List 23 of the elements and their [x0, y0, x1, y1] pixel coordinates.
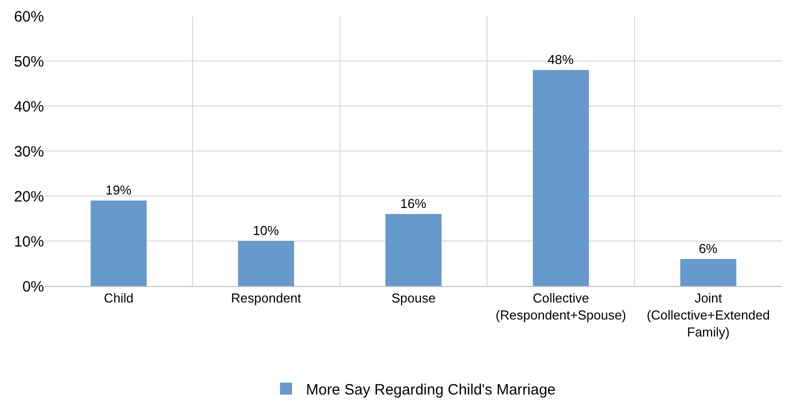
x-tick-label: Collective (Respondent+Spouse) — [496, 290, 626, 322]
y-tick-label: 0% — [22, 278, 44, 296]
data-label: 48% — [548, 52, 574, 67]
data-label: 16% — [400, 196, 427, 211]
y-tick-label: 50% — [14, 53, 44, 70]
y-tick-label: 40% — [14, 98, 44, 116]
bar — [385, 214, 442, 286]
y-tick-label: 30% — [14, 143, 44, 160]
x-tick-label: Respondent — [231, 290, 302, 306]
x-tick-label: Joint (Collective+Extended Family) — [646, 290, 770, 340]
x-tick-label: Child — [104, 290, 134, 306]
y-tick-label: 60% — [14, 8, 44, 26]
data-label: 10% — [252, 223, 280, 238]
y-tick-label: 20% — [14, 188, 44, 206]
bar — [532, 70, 589, 286]
data-label: 19% — [105, 182, 132, 198]
bar — [90, 200, 147, 286]
y-tick-label: 10% — [14, 233, 44, 250]
data-label: 6% — [698, 241, 718, 256]
legend-label: More Say Regarding Child's Marriage — [306, 382, 556, 398]
bar — [680, 259, 736, 286]
x-tick-label: Spouse — [391, 290, 436, 306]
bar — [238, 241, 294, 286]
